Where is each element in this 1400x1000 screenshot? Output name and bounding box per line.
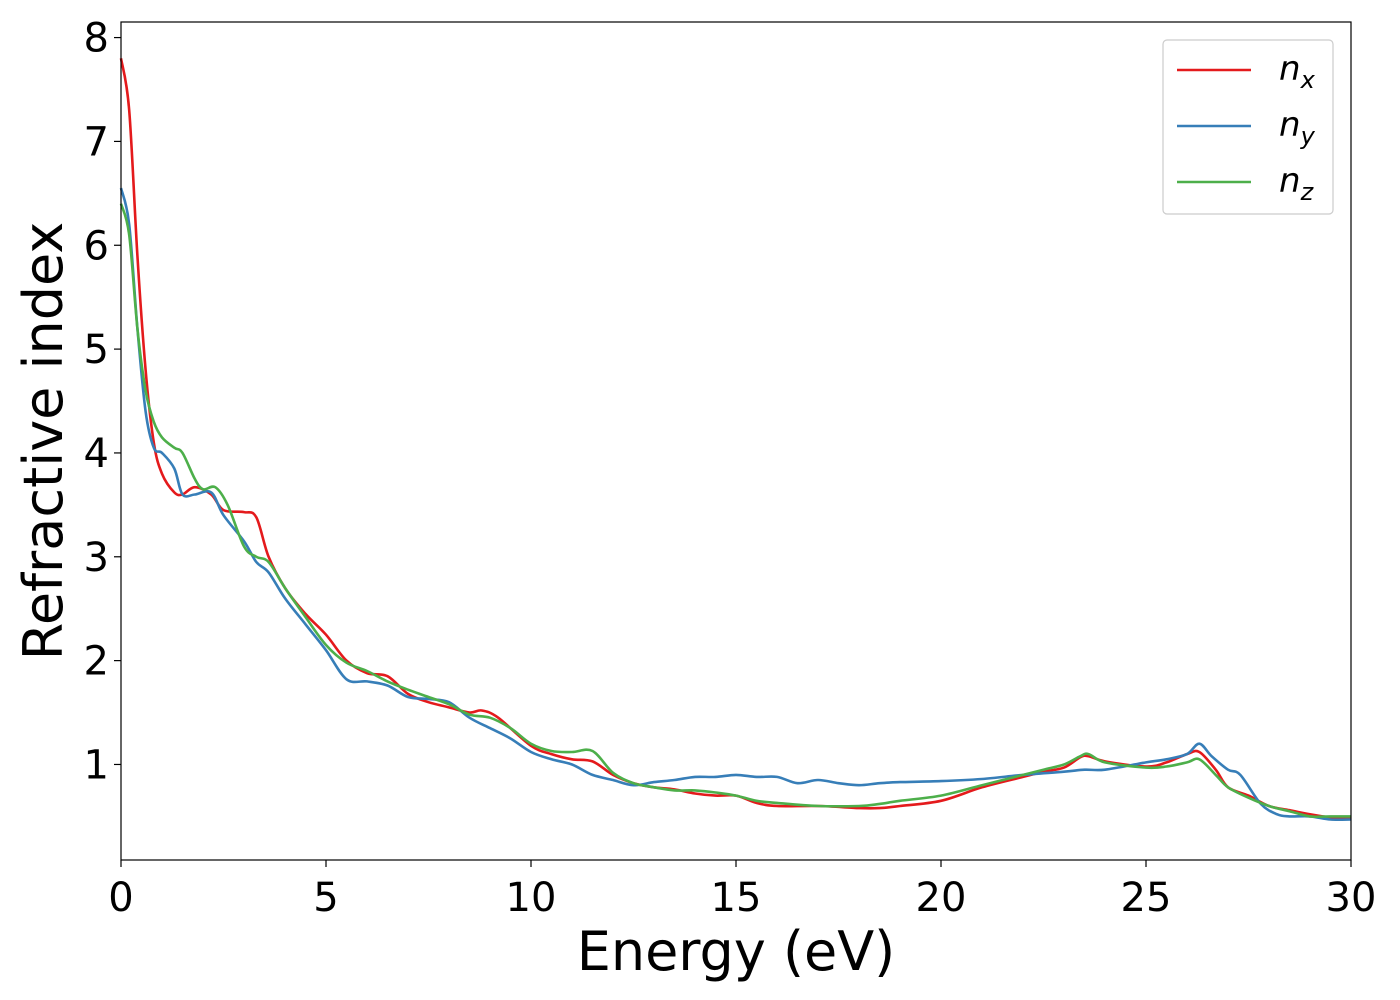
y-tick-label: 2	[84, 639, 109, 685]
x-tick-label: 15	[711, 875, 762, 921]
legend-label-z: nz	[1279, 161, 1315, 206]
y-tick-label: 3	[84, 535, 109, 581]
x-axis-title: Energy (eV)	[577, 920, 896, 983]
x-tick-label: 20	[916, 875, 967, 921]
legend: nx ny nz	[1162, 39, 1334, 215]
x-tick-label: 0	[108, 875, 133, 921]
y-tick-label: 4	[84, 431, 109, 477]
x-axis-ticks: 0 5 10 15 20 25 30	[108, 860, 1376, 921]
y-tick-label: 1	[84, 742, 109, 788]
legend-label-y: ny	[1279, 105, 1316, 150]
y-tick-label: 8	[84, 16, 109, 62]
y-axis-title: Refractive index	[12, 222, 75, 661]
series-line-y	[119, 187, 1352, 822]
series-line-z	[119, 203, 1351, 819]
y-tick-label: 6	[84, 223, 109, 269]
x-tick-label: 10	[506, 875, 557, 921]
x-tick-label: 5	[313, 875, 338, 921]
x-tick-label: 25	[1121, 875, 1172, 921]
y-axis-ticks: 1 2 3 4 5 6 7 8	[84, 16, 121, 788]
y-tick-label: 7	[84, 119, 109, 165]
series-layer	[119, 58, 1352, 822]
y-tick-label: 5	[84, 327, 109, 373]
x-tick-label: 30	[1326, 875, 1377, 921]
legend-label-x: nx	[1279, 49, 1316, 94]
